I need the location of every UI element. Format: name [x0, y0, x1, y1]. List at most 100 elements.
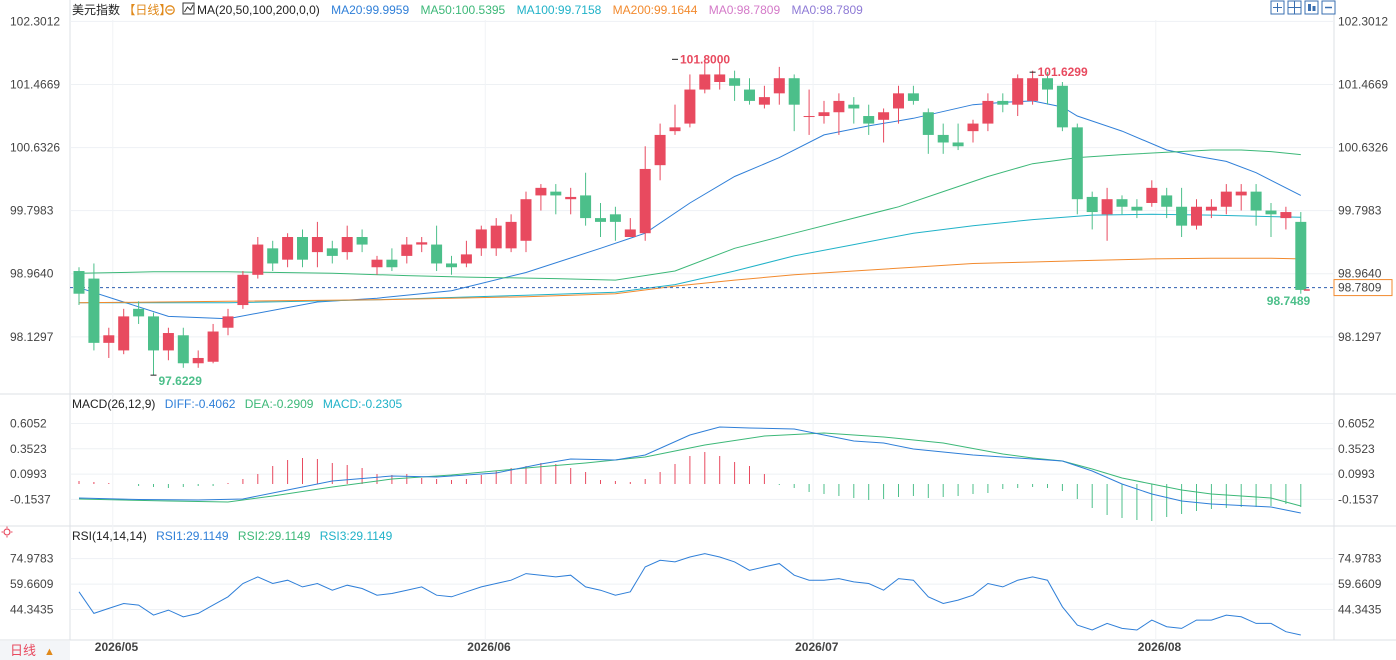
candle-body	[878, 112, 890, 120]
candle	[788, 74, 800, 132]
period-selector-label: 日线	[10, 643, 36, 658]
candle	[758, 85, 770, 109]
rsi-settings-icon[interactable]	[1, 526, 13, 538]
rsi-label: RSI(14,14,14)	[72, 529, 147, 543]
candle-body	[1012, 78, 1024, 105]
chart-type-icon[interactable]	[1304, 0, 1319, 15]
candle	[73, 267, 85, 306]
candle-body	[654, 134, 666, 166]
period-selector-button[interactable]: 日线 ▲	[0, 641, 70, 660]
candle	[341, 225, 353, 260]
candle-body	[565, 196, 577, 200]
ma0-value-a: MA0:98.7809	[709, 3, 781, 17]
candle-body	[460, 254, 472, 264]
candle-body	[922, 112, 934, 135]
indicator-toggle-icon[interactable]	[182, 2, 195, 15]
candle	[848, 97, 860, 124]
rsi-left-tick-label: 74.9783	[10, 552, 54, 566]
candle-body	[788, 78, 800, 105]
panel-frames	[0, 0, 1396, 641]
candle	[103, 327, 115, 358]
candle-body	[1250, 191, 1262, 211]
candle	[922, 108, 934, 154]
candle	[818, 100, 830, 124]
candle-body	[669, 127, 681, 132]
price-right-tick-label: 100.6326	[1338, 141, 1388, 155]
minus-icon[interactable]	[1321, 0, 1336, 15]
candle	[356, 229, 368, 253]
candle	[1131, 199, 1143, 219]
candle-body	[267, 248, 279, 264]
candle	[118, 308, 130, 355]
macd-diff-value: DIFF:-0.4062	[165, 397, 236, 411]
candle	[714, 63, 726, 90]
candle	[1235, 184, 1247, 211]
candle	[1191, 199, 1202, 230]
candle	[729, 70, 741, 101]
candle-body	[311, 237, 323, 253]
candle	[162, 327, 174, 361]
grid-icon[interactable]	[1287, 0, 1302, 15]
date-tick-label: 2026/06	[467, 640, 511, 654]
candle-body	[148, 316, 159, 351]
period-selector-arrow: ▲	[44, 646, 55, 658]
candle-body	[595, 218, 606, 222]
candle	[550, 184, 562, 215]
candle	[699, 59, 711, 94]
rsi1-value: RSI1:29.1149	[156, 529, 229, 543]
candle	[997, 93, 1009, 113]
candle	[654, 123, 666, 181]
price-left-tick-label: 98.1297	[10, 330, 54, 344]
candle	[222, 308, 234, 336]
price-left-tick-label: 101.4669	[10, 78, 60, 92]
macd-left-tick-label: 0.6052	[10, 416, 47, 430]
candle-body	[624, 229, 636, 237]
rsi-header: RSI(14,14,14) RSI1:29.1149 RSI2:29.1149 …	[72, 529, 393, 543]
settings-icon[interactable]	[165, 5, 175, 15]
candle-body	[222, 316, 234, 328]
ma-line-ma200	[78, 257, 1301, 304]
candle	[565, 187, 577, 215]
candle-body	[88, 278, 100, 343]
candle-body	[1191, 206, 1202, 226]
candle	[967, 119, 979, 143]
candle	[803, 89, 815, 135]
candle-body	[133, 308, 145, 317]
candle-body	[550, 191, 562, 196]
candle	[1027, 70, 1039, 105]
price-right-tick-label: 98.9640	[1338, 267, 1382, 281]
ma0-value-b: MA0:98.7809	[791, 3, 863, 17]
candle-body	[177, 335, 189, 364]
rsi3-value: RSI3:29.1149	[320, 529, 393, 543]
candle	[1265, 202, 1277, 237]
candle	[609, 206, 621, 241]
candle	[1101, 187, 1113, 241]
candle-body	[982, 100, 994, 124]
macd-left-tick-label: 0.0993	[10, 467, 47, 481]
candle-body	[431, 244, 443, 264]
candle-body	[192, 357, 204, 364]
candle-body	[73, 271, 85, 294]
candle-body	[207, 331, 219, 362]
candle	[1161, 187, 1173, 219]
candle	[267, 240, 279, 272]
date-tick-label: 2026/08	[1138, 640, 1182, 654]
price-right-tick-label: 99.7983	[1338, 204, 1382, 218]
candle	[624, 218, 636, 237]
grid-lines	[70, 20, 1334, 640]
expand-icon[interactable]	[1270, 0, 1285, 15]
candle	[893, 85, 904, 124]
main-header: 美元指数 【日线】	[72, 2, 171, 17]
candle-body	[684, 89, 696, 124]
candle	[1042, 72, 1053, 105]
candle-body	[803, 116, 815, 118]
candle-body	[1161, 195, 1173, 207]
candle	[1146, 180, 1158, 207]
macd-right-tick-label: 0.0993	[1338, 467, 1375, 481]
candle	[684, 74, 696, 128]
candle-body	[1071, 127, 1083, 200]
candle-body	[103, 335, 115, 343]
candle-body	[252, 244, 264, 275]
ma20-value: MA20:99.9959	[331, 3, 409, 17]
